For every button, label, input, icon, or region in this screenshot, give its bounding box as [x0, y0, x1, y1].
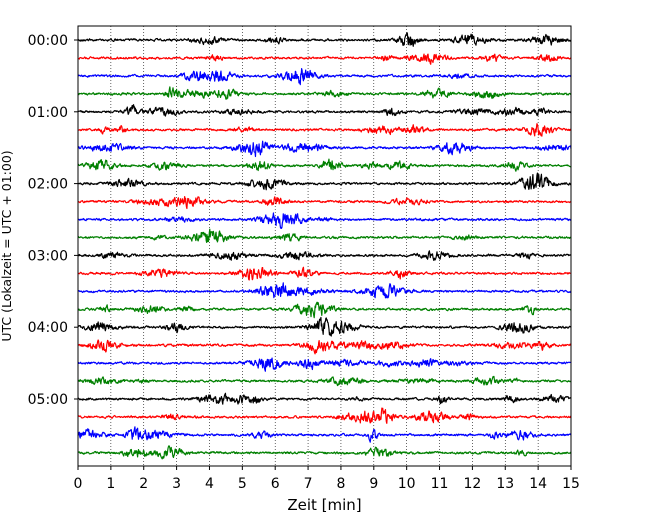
y-tick-label: 04:00 — [28, 320, 68, 336]
x-tick-label: 1 — [106, 476, 115, 492]
y-tick-label: 05:00 — [28, 392, 68, 408]
x-tick-label: 6 — [271, 476, 280, 492]
trace-0230 — [77, 212, 572, 229]
x-tick-label: 14 — [529, 476, 547, 492]
trace-0545 — [77, 445, 572, 460]
x-tick-label: 13 — [496, 476, 514, 492]
y-axis: 00:00 01:00 02:00 03:00 04:00 05:00 — [28, 33, 78, 408]
x-axis: 0 1 2 3 4 5 6 7 8 9 10 11 12 13 14 15 — [74, 466, 580, 492]
x-tick-label: 4 — [205, 476, 214, 492]
grid-lines — [110, 26, 539, 466]
y-tick-label: 00:00 — [28, 33, 68, 49]
y-tick-label: 03:00 — [28, 248, 68, 264]
trace-group — [77, 31, 572, 460]
x-tick-label: 9 — [369, 476, 378, 492]
x-tick-label: 3 — [172, 476, 181, 492]
x-tick-label: 8 — [336, 476, 345, 492]
x-tick-label: 7 — [304, 476, 313, 492]
trace-0100 — [77, 104, 572, 117]
x-tick-label: 5 — [238, 476, 247, 492]
trace-0430 — [77, 357, 572, 372]
y-tick-label: 01:00 — [28, 105, 68, 121]
plot-frame — [77, 25, 572, 467]
trace-0330 — [77, 282, 572, 299]
trace-0045 — [77, 86, 572, 100]
trace-0015 — [77, 53, 572, 65]
x-tick-label: 11 — [431, 476, 449, 492]
x-tick-label: 15 — [562, 476, 580, 492]
trace-0500 — [77, 392, 572, 405]
trace-0245 — [77, 228, 572, 243]
trace-0215 — [77, 195, 572, 210]
trace-0415 — [77, 339, 572, 355]
trace-0445 — [77, 375, 572, 387]
trace-0000 — [77, 31, 572, 47]
trace-0345 — [77, 301, 572, 319]
trace-0515 — [77, 407, 572, 424]
x-tick-label: 2 — [139, 476, 148, 492]
trace-0530 — [77, 426, 572, 443]
y-tick-label: 02:00 — [28, 177, 68, 193]
x-tick-label: 12 — [463, 476, 481, 492]
trace-0130 — [77, 140, 572, 158]
trace-0315 — [77, 266, 572, 281]
trace-0300 — [77, 250, 572, 261]
trace-0030 — [77, 68, 572, 86]
trace-0145 — [77, 158, 572, 172]
trace-0200 — [77, 172, 572, 191]
x-axis-label: Zeit [min] — [287, 496, 361, 514]
trace-0400 — [77, 316, 572, 337]
x-tick-label: 0 — [74, 476, 83, 492]
x-tick-label: 10 — [398, 476, 416, 492]
trace-0115 — [77, 123, 572, 137]
y-axis-label: UTC (Lokalzeit = UTC + 01:00) — [0, 150, 14, 341]
